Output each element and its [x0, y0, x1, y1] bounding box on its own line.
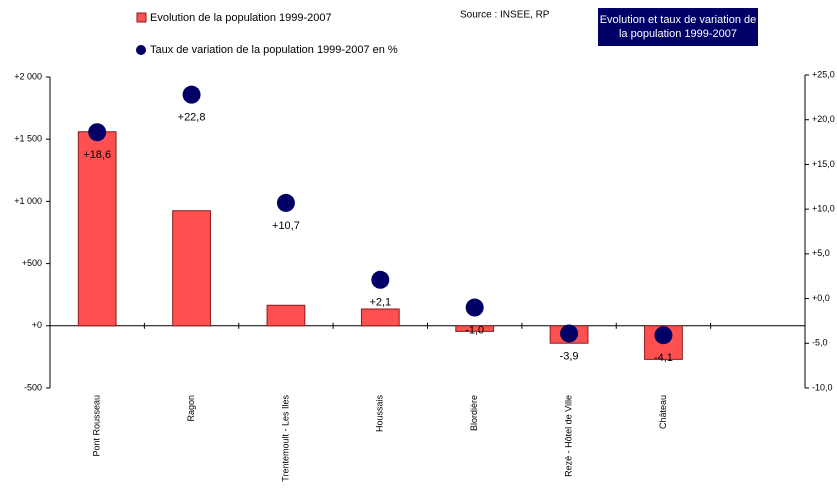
y2-tick-label: +5,0 [812, 248, 830, 258]
x-tick-label: Houssais [375, 395, 385, 433]
x-tick-label: Blordière [469, 395, 479, 431]
bar [266, 304, 306, 327]
data-label: -4,1 [654, 352, 673, 364]
dot [654, 326, 673, 345]
data-label: -3,9 [560, 350, 579, 362]
y2-tick-label: +20,0 [812, 114, 835, 124]
y2-tick-label: +15,0 [812, 159, 835, 169]
title-box [598, 8, 758, 46]
x-tick-label: Pont Rousseau [92, 395, 102, 457]
y2-tick-label: -5,0 [812, 338, 828, 348]
legend-label: Taux de variation de la population 1999-… [150, 44, 398, 56]
x-tick-label: Rezé - Hôtel de Ville [563, 395, 573, 477]
y2-tick-label: +25,0 [812, 69, 835, 79]
bar [77, 131, 117, 327]
y-tick-label: +1 500 [14, 134, 42, 144]
bar [360, 308, 400, 327]
dot [276, 193, 295, 212]
data-label: +10,7 [272, 220, 300, 232]
source: Source : INSEE, RP [460, 10, 550, 21]
legend-swatch [136, 12, 147, 23]
dot [560, 324, 579, 343]
data-label: +22,8 [178, 112, 206, 124]
legend-label: Evolution de la population 1999-2007 [150, 12, 332, 24]
data-label: +18,6 [83, 149, 111, 161]
y2-tick-label: -10,0 [812, 382, 833, 392]
bar [455, 325, 495, 332]
y-tick-label: +2 000 [14, 71, 42, 81]
y-tick-label: +500 [22, 258, 42, 268]
y-tick-label: +1 000 [14, 196, 42, 206]
y2-tick-label: +0,0 [812, 293, 830, 303]
data-label: -1,0 [465, 324, 484, 336]
y-tick-label: -500 [24, 382, 42, 392]
data-label: +2,1 [369, 297, 391, 309]
legend-swatch [136, 45, 146, 55]
x-tick-label: Trentemoult - Les Iles [280, 395, 290, 482]
dot [88, 123, 107, 142]
y-tick-label: +0 [32, 320, 42, 330]
y2-tick-label: +10,0 [812, 204, 835, 214]
x-tick-label: Château [658, 395, 668, 429]
x-tick-label: Ragon [186, 395, 196, 422]
dot [182, 85, 201, 104]
dot [371, 270, 390, 289]
dot [465, 298, 484, 317]
chart-title: Evolution et taux de variation de la popu… [600, 14, 757, 40]
bar [172, 210, 211, 327]
